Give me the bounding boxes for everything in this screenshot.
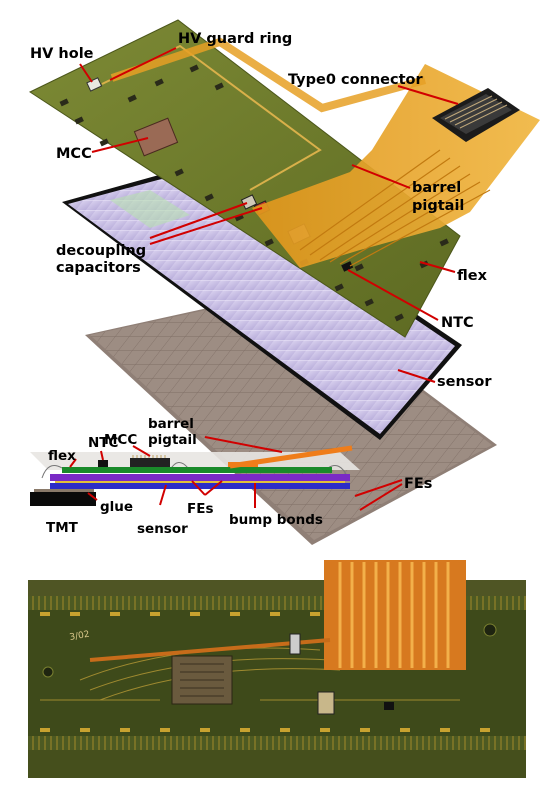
xs-label-flex: flex xyxy=(48,448,76,464)
photo-marking: 3/02 xyxy=(69,630,91,643)
leader-lines xyxy=(69,47,459,511)
label-flex: flex xyxy=(457,268,488,284)
mcc-chip xyxy=(133,117,179,157)
label-barrel-pigtail-1: barrel xyxy=(412,180,461,196)
xs-label-ntc: NTC xyxy=(88,435,119,451)
xs-label-tmt: TMT xyxy=(46,520,79,536)
hv-hole-component xyxy=(86,77,103,92)
xs-label-fes: FEs xyxy=(187,501,213,517)
xs-label-sensor: sensor xyxy=(137,521,188,537)
ntc-component xyxy=(341,261,354,272)
xs-ntc xyxy=(98,460,108,467)
label-mcc: MCC xyxy=(56,146,92,162)
label-sensor: sensor xyxy=(437,374,492,390)
photo-ntc xyxy=(384,702,394,710)
photo-hv-hole-left xyxy=(42,666,54,678)
xs-fes xyxy=(50,474,350,481)
photo-connector-pad xyxy=(289,633,301,655)
label-hv-guard-ring: HV guard ring xyxy=(178,31,292,47)
label-barrel-pigtail-2: pigtail xyxy=(412,198,464,214)
xs-flex xyxy=(62,467,332,473)
xs-bump-bonds xyxy=(55,481,345,483)
xs-label-barrel-1: barrel xyxy=(148,416,194,432)
label-ntc: NTC xyxy=(441,315,474,331)
xs-sensor xyxy=(50,483,350,489)
label-fes: FEs xyxy=(404,476,432,492)
xs-label-barrel-2: pigtail xyxy=(148,432,197,448)
xs-label-bump-bonds: bump bonds xyxy=(229,512,323,528)
label-type0-connector: Type0 connector xyxy=(288,72,423,88)
photo-capacitor xyxy=(317,691,335,715)
xs-mcc xyxy=(130,458,170,467)
xs-tmt xyxy=(30,492,96,506)
fe-layer xyxy=(85,290,497,545)
module-photograph: 3/02 xyxy=(28,560,526,778)
cross-section xyxy=(30,445,360,506)
xs-label-mcc: MCC xyxy=(104,432,137,448)
label-hv-hole: HV hole xyxy=(30,46,94,62)
xs-glue xyxy=(34,489,94,492)
label-decoupling-2: capacitors xyxy=(56,260,141,276)
type0-connector xyxy=(432,88,520,142)
photo-hv-hole xyxy=(483,623,497,637)
photo-pigtail xyxy=(324,560,466,670)
label-decoupling-1: decoupling xyxy=(56,243,146,259)
xs-label-glue: glue xyxy=(100,499,133,515)
